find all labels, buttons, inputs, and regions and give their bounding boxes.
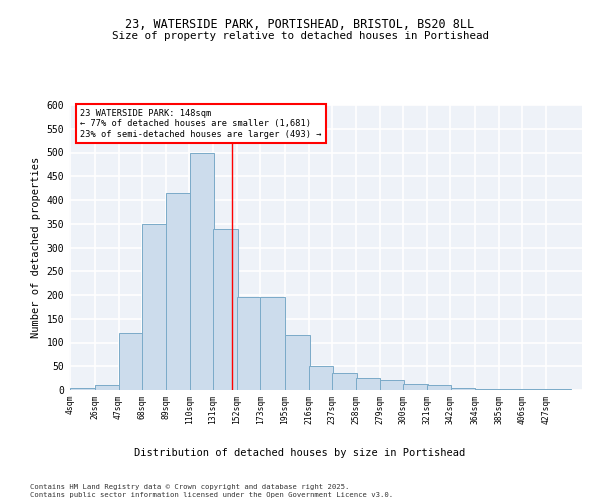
Bar [142,224,167,390]
Bar [166,193,190,390]
Bar [190,152,214,390]
Bar [213,228,238,390]
Bar [285,336,310,390]
Text: Size of property relative to detached houses in Portishead: Size of property relative to detached ho… [112,31,488,41]
Bar [332,374,357,390]
Bar [356,378,380,390]
Bar [451,388,475,390]
Text: 23, WATERSIDE PARK, PORTISHEAD, BRISTOL, BS20 8LL: 23, WATERSIDE PARK, PORTISHEAD, BRISTOL,… [125,18,475,30]
Bar [237,298,261,390]
Bar [119,333,143,390]
Bar [499,389,523,390]
Bar [427,385,451,390]
Bar [546,389,571,390]
Bar [523,389,547,390]
Bar [309,366,333,390]
Y-axis label: Number of detached properties: Number of detached properties [31,157,41,338]
Bar [380,380,404,390]
Text: 23 WATERSIDE PARK: 148sqm
← 77% of detached houses are smaller (1,681)
23% of se: 23 WATERSIDE PARK: 148sqm ← 77% of detac… [80,109,322,138]
Text: Contains HM Land Registry data © Crown copyright and database right 2025.
Contai: Contains HM Land Registry data © Crown c… [30,484,393,498]
Bar [95,385,119,390]
Text: Distribution of detached houses by size in Portishead: Distribution of detached houses by size … [134,448,466,458]
Bar [260,298,285,390]
Bar [403,384,428,390]
Bar [475,388,500,390]
Bar [70,388,95,390]
